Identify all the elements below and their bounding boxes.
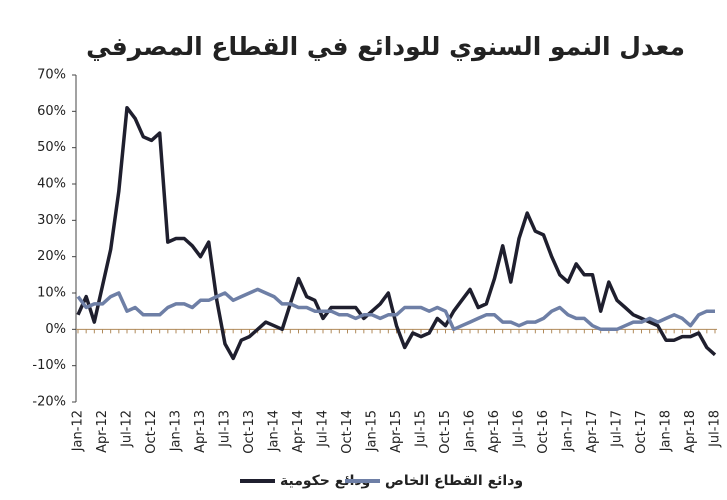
x-tick-label: Apr-17 bbox=[585, 410, 600, 453]
y-tick-label: 10% bbox=[37, 286, 66, 301]
x-tick-label: Oct-16 bbox=[536, 410, 551, 454]
x-tick-label: Jan-12 bbox=[71, 410, 86, 452]
x-tick-label: Apr-15 bbox=[389, 410, 404, 453]
x-tick-label: Apr-16 bbox=[487, 410, 502, 453]
x-tick-label: Oct-13 bbox=[242, 410, 257, 454]
x-tick-label: Jan-13 bbox=[169, 410, 184, 452]
x-tick-label: Jul-14 bbox=[316, 410, 331, 448]
y-tick-label: 60% bbox=[37, 104, 66, 119]
x-tick-label: Oct-14 bbox=[340, 410, 355, 454]
y-tick-label: 20% bbox=[37, 249, 66, 264]
x-tick-label: Jan-16 bbox=[463, 410, 478, 452]
legend-label: ودائع حكومية bbox=[280, 473, 370, 489]
y-tick-label: 40% bbox=[37, 177, 66, 192]
x-tick-label: Jul-16 bbox=[512, 410, 527, 448]
y-tick-label: 0% bbox=[45, 322, 66, 337]
x-tick-label: Apr-12 bbox=[95, 410, 110, 453]
x-tick-label: Jul-12 bbox=[120, 410, 135, 448]
x-tick-label: Jan-15 bbox=[365, 410, 380, 452]
y-tick-label: 50% bbox=[37, 140, 66, 155]
x-tick-label: Oct-17 bbox=[634, 410, 649, 454]
x-tick-label: Jan-17 bbox=[561, 410, 576, 452]
series-line bbox=[76, 105, 717, 361]
y-tick-label: 30% bbox=[37, 213, 66, 228]
x-tick-label: Jan-14 bbox=[267, 410, 282, 452]
x-tick-label: Apr-13 bbox=[193, 410, 208, 453]
x-tick-label: Jan-18 bbox=[659, 410, 674, 452]
x-tick-label: Oct-12 bbox=[144, 410, 159, 454]
y-tick-label: 70% bbox=[37, 68, 66, 83]
y-tick-label: -10% bbox=[32, 358, 66, 373]
legend-label: ودائع القطاع الخاص bbox=[385, 473, 523, 489]
x-tick-label: Jul-18 bbox=[708, 410, 723, 448]
chart-title: معدل النمو السنوي للودائع في القطاع المص… bbox=[86, 32, 685, 62]
x-tick-label: Oct-15 bbox=[438, 410, 453, 454]
x-tick-label: Jul-17 bbox=[610, 410, 625, 448]
x-tick-label: Jul-13 bbox=[218, 410, 233, 448]
x-tick-label: Apr-18 bbox=[683, 410, 698, 453]
x-tick-label: Jul-15 bbox=[414, 410, 429, 448]
series-line bbox=[76, 287, 715, 332]
y-tick-label: -20% bbox=[32, 395, 66, 410]
x-tick-label: Apr-14 bbox=[291, 410, 306, 453]
